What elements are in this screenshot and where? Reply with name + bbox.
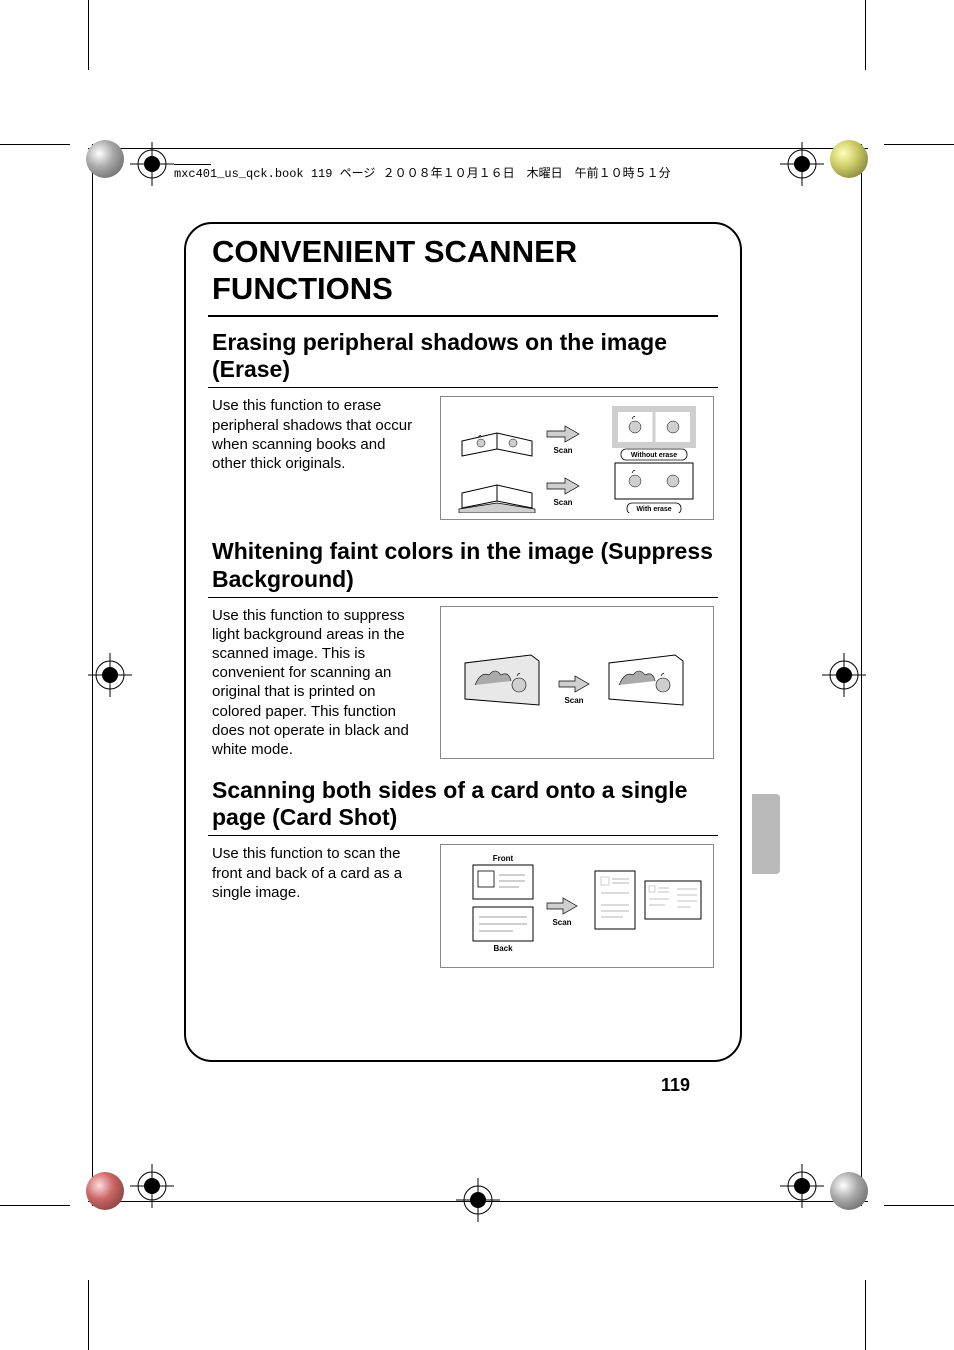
section-card-shot: Scanning both sides of a card onto a sin… (208, 777, 718, 968)
registration-mark (780, 1164, 824, 1208)
section-suppress-bg: Whitening faint colors in the image (Sup… (208, 538, 718, 759)
registration-ball (830, 1172, 868, 1210)
section-title: Erasing peripheral shadows on the image … (212, 329, 714, 383)
page-title: CONVENIENT SCANNER FUNCTIONS (212, 234, 714, 307)
page-number: 119 (661, 1075, 690, 1096)
section-body-text: Use this function to erase peripheral sh… (212, 396, 422, 520)
crop-line (865, 0, 866, 70)
registration-ball (830, 140, 868, 178)
crop-line (0, 1205, 70, 1206)
crop-line (88, 0, 89, 70)
erase-illustration: Scan Without erase (440, 396, 714, 520)
registration-mark (130, 1164, 174, 1208)
title-block: CONVENIENT SCANNER FUNCTIONS (208, 234, 718, 317)
cardshot-illustration: Front Back (440, 844, 714, 968)
content-frame: CONVENIENT SCANNER FUNCTIONS Erasing per… (184, 222, 742, 1062)
suppress-illustration: Scan (440, 606, 714, 760)
scan-label: Scan (552, 918, 571, 927)
section-body-text: Use this function to suppress light back… (212, 606, 422, 760)
scan-label: Scan (553, 498, 572, 507)
registration-ball (86, 140, 124, 178)
scan-label: Scan (564, 696, 583, 705)
registration-mark (780, 142, 824, 186)
crop-line (884, 144, 954, 145)
section-erase: Erasing peripheral shadows on the image … (208, 329, 718, 520)
section-body-text: Use this function to scan the front and … (212, 844, 422, 968)
crop-line (884, 1205, 954, 1206)
scan-label: Scan (553, 446, 572, 455)
front-label: Front (493, 854, 514, 863)
crop-line (88, 148, 868, 149)
registration-mark (822, 653, 866, 697)
crop-line (865, 1280, 866, 1350)
crop-line (0, 144, 70, 145)
registration-ball (86, 1172, 124, 1210)
registration-mark (456, 1178, 500, 1222)
without-erase-label: Without erase (631, 452, 677, 459)
section-title: Whitening faint colors in the image (Sup… (212, 538, 714, 592)
back-label: Back (493, 944, 513, 953)
header-metadata: mxc401_us_qck.book 119 ページ ２００８年１０月１６日 木… (174, 164, 671, 181)
section-tab (752, 794, 780, 874)
registration-mark (130, 142, 174, 186)
section-title: Scanning both sides of a card onto a sin… (212, 777, 714, 831)
crop-line (88, 1280, 89, 1350)
registration-mark (88, 653, 132, 697)
with-erase-label: With erase (636, 506, 671, 513)
